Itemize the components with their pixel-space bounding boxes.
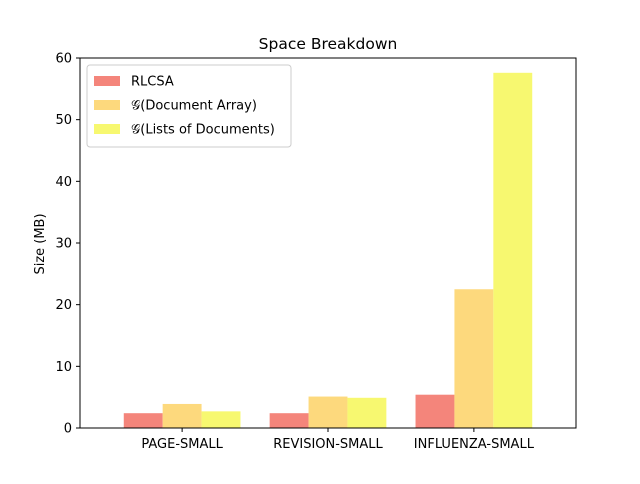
y-tick-label: 60 bbox=[55, 52, 72, 67]
y-tick-label: 10 bbox=[55, 360, 72, 375]
bar-3-3 bbox=[493, 72, 533, 429]
x-tick-label: PAGE-SMALL bbox=[141, 437, 223, 452]
legend-label: 𝒢(Document Array) bbox=[131, 99, 257, 114]
bar-3-2 bbox=[347, 397, 387, 428]
y-tick-label: 50 bbox=[55, 113, 72, 128]
x-tick-label: REVISION-SMALL bbox=[273, 437, 383, 452]
bar-1-2 bbox=[269, 413, 309, 428]
chart-title: Space Breakdown bbox=[259, 35, 398, 53]
legend-label: RLCSA bbox=[131, 75, 174, 90]
y-tick-label: 30 bbox=[55, 237, 72, 252]
y-tick-label: 40 bbox=[55, 175, 72, 190]
bar-1-1 bbox=[123, 413, 163, 428]
y-axis-label: Size (MB) bbox=[33, 213, 48, 274]
bar-1-3 bbox=[415, 394, 455, 428]
legend-swatch bbox=[94, 76, 120, 86]
legend-swatch bbox=[94, 100, 120, 110]
legend-label: 𝒢(Lists of Documents) bbox=[131, 123, 275, 138]
bars-layer bbox=[123, 72, 533, 429]
legend-box bbox=[86, 64, 292, 148]
y-tick-label: 20 bbox=[55, 298, 72, 313]
bar-2-2 bbox=[308, 396, 348, 428]
legend: RLCSA 𝒢(Document Array) 𝒢(Lists of Documen… bbox=[86, 64, 292, 148]
x-tick-label: INFLUENZA-SMALL bbox=[414, 437, 535, 452]
bar-2-1 bbox=[162, 403, 202, 428]
y-tick-label: 0 bbox=[64, 422, 72, 437]
legend-swatch bbox=[94, 124, 120, 134]
bar-2-3 bbox=[454, 289, 494, 428]
axes-layer: 0 10 20 30 40 50 60 PAGE-SMALL REVISION-SMALL INF… bbox=[55, 52, 577, 452]
bar-3-1 bbox=[201, 411, 241, 428]
